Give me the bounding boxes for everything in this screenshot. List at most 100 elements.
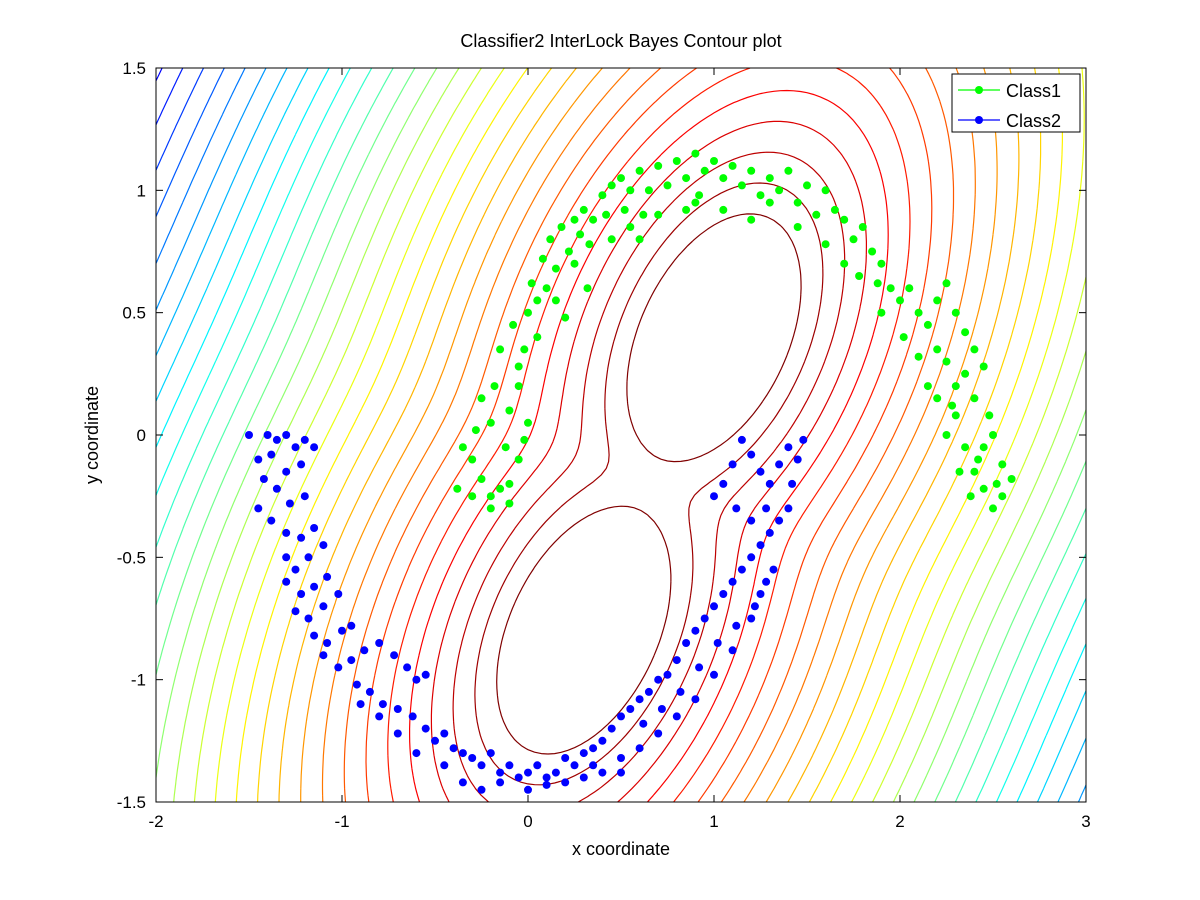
class1-point — [501, 443, 510, 452]
class1-point — [821, 186, 830, 195]
class2-point — [468, 754, 477, 762]
class1-point — [538, 254, 547, 263]
class2-point — [267, 516, 276, 525]
class1-point — [747, 166, 756, 175]
class2-point — [421, 724, 430, 733]
class1-point — [570, 259, 579, 268]
class1-point — [557, 223, 566, 231]
class1-point — [477, 475, 486, 483]
class1-point — [682, 174, 691, 183]
class1-point — [1007, 475, 1016, 483]
class2-point — [412, 675, 421, 684]
class2-point — [663, 670, 672, 679]
class1-point — [546, 235, 555, 244]
class1-point — [933, 296, 942, 305]
y-axis-label: y coordinate — [82, 386, 102, 484]
contour-line — [257, 68, 1042, 802]
class1-point — [644, 186, 653, 195]
class2-point — [607, 724, 616, 733]
class1-point — [775, 186, 784, 195]
class1-point — [533, 296, 542, 305]
class1-point — [840, 259, 849, 268]
class2-point — [775, 460, 784, 469]
class2-point — [291, 565, 300, 574]
class2-point — [323, 639, 332, 647]
class1-point — [468, 455, 477, 464]
class1-point — [877, 259, 886, 268]
class2-point — [570, 761, 579, 770]
x-tick-label: -1 — [334, 812, 349, 831]
contour-line — [156, 68, 1086, 802]
class1-point — [821, 240, 830, 249]
class1-point — [849, 235, 858, 244]
contour-line — [156, 68, 1086, 802]
y-tick-label: 0.5 — [122, 304, 146, 323]
class2-point — [477, 761, 486, 770]
x-tick-label: -2 — [148, 812, 163, 831]
x-tick-label: 0 — [523, 812, 532, 831]
class1-point — [756, 191, 765, 200]
contour-lines — [156, 68, 1086, 802]
class2-point — [533, 761, 542, 770]
class1-point — [992, 479, 1001, 488]
class1-point — [626, 223, 635, 231]
series-class1 — [453, 149, 1016, 513]
class1-point — [486, 492, 495, 501]
contour-line — [173, 68, 1086, 802]
class2-point — [496, 768, 505, 777]
class1-point — [635, 166, 644, 175]
class1-point — [873, 279, 882, 288]
class2-point — [635, 695, 644, 704]
class2-point — [672, 712, 681, 721]
class2-point — [551, 768, 560, 777]
class1-point — [468, 492, 477, 501]
y-axis: -1.5 -1 -0.5 0 0.5 1 1.5 — [117, 59, 1086, 812]
series-class2 — [245, 431, 808, 794]
class1-point — [998, 492, 1007, 501]
class2-point — [403, 663, 412, 672]
class2-point — [598, 736, 607, 745]
class1-point — [765, 174, 774, 183]
class1-point — [961, 369, 970, 378]
class2-point — [747, 614, 756, 623]
class2-point — [719, 479, 728, 488]
class2-point — [756, 541, 765, 550]
class1-point — [905, 284, 914, 293]
class1-point — [803, 181, 811, 190]
class2-point — [672, 656, 681, 665]
class1-point — [514, 362, 523, 371]
class2-point — [310, 524, 319, 532]
class1-point — [985, 411, 994, 420]
class1-point — [682, 205, 691, 214]
contour-line — [278, 68, 1020, 802]
class2-point — [775, 516, 784, 525]
y-tick-label: 1.5 — [122, 59, 146, 78]
class2-point — [458, 749, 467, 758]
class1-point — [855, 272, 864, 280]
class2-point — [747, 450, 756, 459]
class1-point — [951, 382, 960, 391]
class2-point — [297, 460, 306, 469]
legend-class1-label: Class1 — [1006, 81, 1061, 101]
class1-point — [700, 166, 709, 175]
legend-class2-marker — [975, 116, 983, 124]
class1-point — [695, 191, 704, 200]
class2-point — [505, 761, 514, 770]
class1-point — [886, 284, 895, 293]
contour-line — [156, 68, 1086, 802]
class1-point — [490, 382, 499, 391]
class2-point — [617, 712, 625, 721]
x-axis-label: x coordinate — [572, 839, 670, 859]
class1-point — [966, 492, 975, 501]
class1-point — [639, 210, 648, 219]
class2-point — [263, 431, 272, 439]
class1-point — [914, 308, 923, 317]
contour-line — [156, 68, 1086, 802]
class2-point — [737, 565, 746, 574]
contour-line — [193, 68, 1086, 802]
x-tick-label: 3 — [1081, 812, 1090, 831]
class1-point — [933, 394, 942, 403]
class1-point — [602, 210, 611, 219]
class2-point — [710, 602, 718, 611]
class2-point — [728, 460, 737, 469]
